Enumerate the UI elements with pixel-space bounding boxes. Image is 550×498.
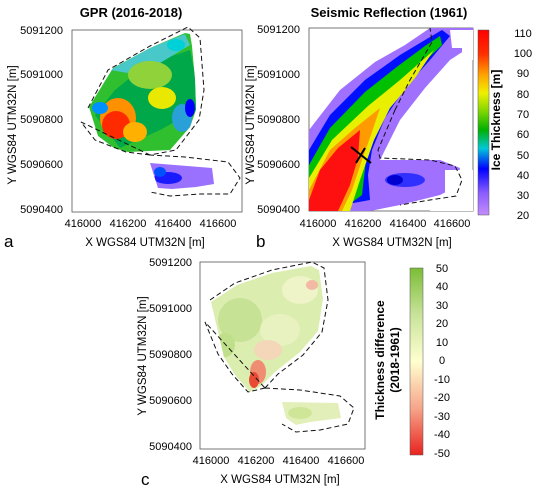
panel-a: GPR (2016-2018) 5091200 5091000 5090800 — [4, 5, 243, 251]
colorbar-tick: 50 — [436, 263, 448, 275]
panel-b-letter: b — [256, 232, 265, 251]
colorbar-tick: 70 — [517, 109, 529, 121]
panel-a-ylabel: Y WGS84 UTM32N [m] — [7, 65, 19, 184]
colorbar-tick: -50 — [434, 448, 450, 460]
colorbar-tick: 80 — [517, 89, 529, 101]
panel-a-xtick: 416400 — [155, 218, 192, 230]
colorbar-tick: 40 — [517, 170, 529, 182]
panel-b-profile-tick — [355, 147, 366, 164]
panel-c-letter: c — [141, 470, 150, 489]
colorbar-tick: 10 — [436, 337, 448, 349]
panel-a-ytick: 5090800 — [20, 114, 63, 126]
colorbar-tick: 50 — [517, 150, 529, 162]
panel-a-ytick: 5091200 — [20, 25, 63, 37]
panel-b-title: Seismic Reflection (1961) — [311, 5, 468, 20]
panel-a-letter: a — [4, 232, 14, 251]
colorbar-tick: 0 — [439, 355, 445, 367]
panel-c-xtick: 416200 — [238, 455, 275, 467]
difference-colorbar — [409, 267, 424, 456]
panel-a-xtick: 416600 — [200, 218, 237, 230]
panel-b-ylabel: Y WGS84 UTM32N [m] — [245, 65, 257, 184]
panel-a-xtick: 416000 — [65, 218, 102, 230]
panel-b-glacier-outline — [377, 27, 463, 206]
panel-c-xtick: 416400 — [283, 455, 320, 467]
panel-a-xlabel: X WGS84 UTM32N [m] — [85, 237, 205, 249]
panel-c-xtick: 416000 — [193, 455, 230, 467]
panel-b-ytick: 5091200 — [257, 24, 300, 36]
panel-b-ytick: 5091000 — [257, 69, 300, 81]
colorbar-tick: -30 — [434, 411, 450, 423]
colorbar-tick: -20 — [434, 392, 450, 404]
panel-c-ytick: 5091200 — [149, 257, 192, 269]
colorbar-tick: 20 — [517, 210, 529, 222]
difference-colorbar-label-2: (2018-1961) — [388, 327, 402, 392]
panel-a-glacier-outline — [80, 26, 241, 197]
panel-c: 5091200 5091000 5090800 5090600 5090400 … — [137, 257, 450, 489]
panel-b-xtick: 416200 — [345, 218, 382, 230]
colorbar-tick: 60 — [517, 129, 529, 141]
panel-c-xtick: 416600 — [328, 455, 365, 467]
panel-c-ytick: 5090800 — [149, 349, 192, 361]
panel-c-ytick: 5090400 — [149, 441, 192, 453]
panel-b-ytick: 5090400 — [257, 204, 300, 216]
panel-b-ytick: 5090600 — [257, 159, 300, 171]
panel-c-glacier-outline — [204, 261, 355, 433]
panel-b-xtick: 416000 — [300, 218, 337, 230]
panel-b: Seismic Reflection (1961) 509120 — [245, 5, 532, 251]
colorbar-tick: -10 — [434, 374, 450, 386]
panel-b-xtick: 416600 — [434, 218, 471, 230]
difference-colorbar-label-1: Thickness difference — [373, 300, 387, 420]
panel-c-ytick: 5091000 — [149, 303, 192, 315]
panel-a-small-lobe — [150, 163, 214, 189]
panel-c-xlabel: X WGS84 UTM32N [m] — [220, 474, 340, 486]
panel-a-xtick: 416200 — [110, 218, 147, 230]
thickness-colorbar-label: Ice Thickness [m] — [489, 70, 503, 171]
colorbar-tick: 30 — [517, 190, 529, 202]
panel-b-xlabel: X WGS84 UTM32N [m] — [332, 237, 452, 249]
colorbar-tick: 40 — [436, 281, 448, 293]
panel-a-ytick: 5090600 — [20, 159, 63, 171]
colorbar-tick: 110 — [514, 28, 532, 40]
panel-c-small-lobe — [282, 402, 341, 425]
panel-a-ytick: 5090400 — [20, 204, 63, 216]
panel-c-ytick: 5090600 — [149, 395, 192, 407]
panel-a-ytick: 5091000 — [20, 69, 63, 81]
colorbar-tick: 30 — [436, 300, 448, 312]
panel-b-xtick: 416400 — [390, 218, 427, 230]
panel-b-data-edge — [430, 170, 473, 211]
colorbar-tick: 100 — [514, 48, 532, 60]
colorbar-tick: 20 — [436, 318, 448, 330]
panel-c-ylabel: Y WGS84 UTM32N [m] — [137, 296, 149, 415]
thickness-colorbar — [477, 29, 490, 216]
panel-b-ytick: 5090800 — [257, 114, 300, 126]
panel-b-data-edge — [450, 30, 473, 60]
colorbar-tick: -40 — [434, 429, 450, 441]
panel-a-title: GPR (2016-2018) — [80, 5, 183, 20]
colorbar-tick: 90 — [517, 68, 529, 80]
